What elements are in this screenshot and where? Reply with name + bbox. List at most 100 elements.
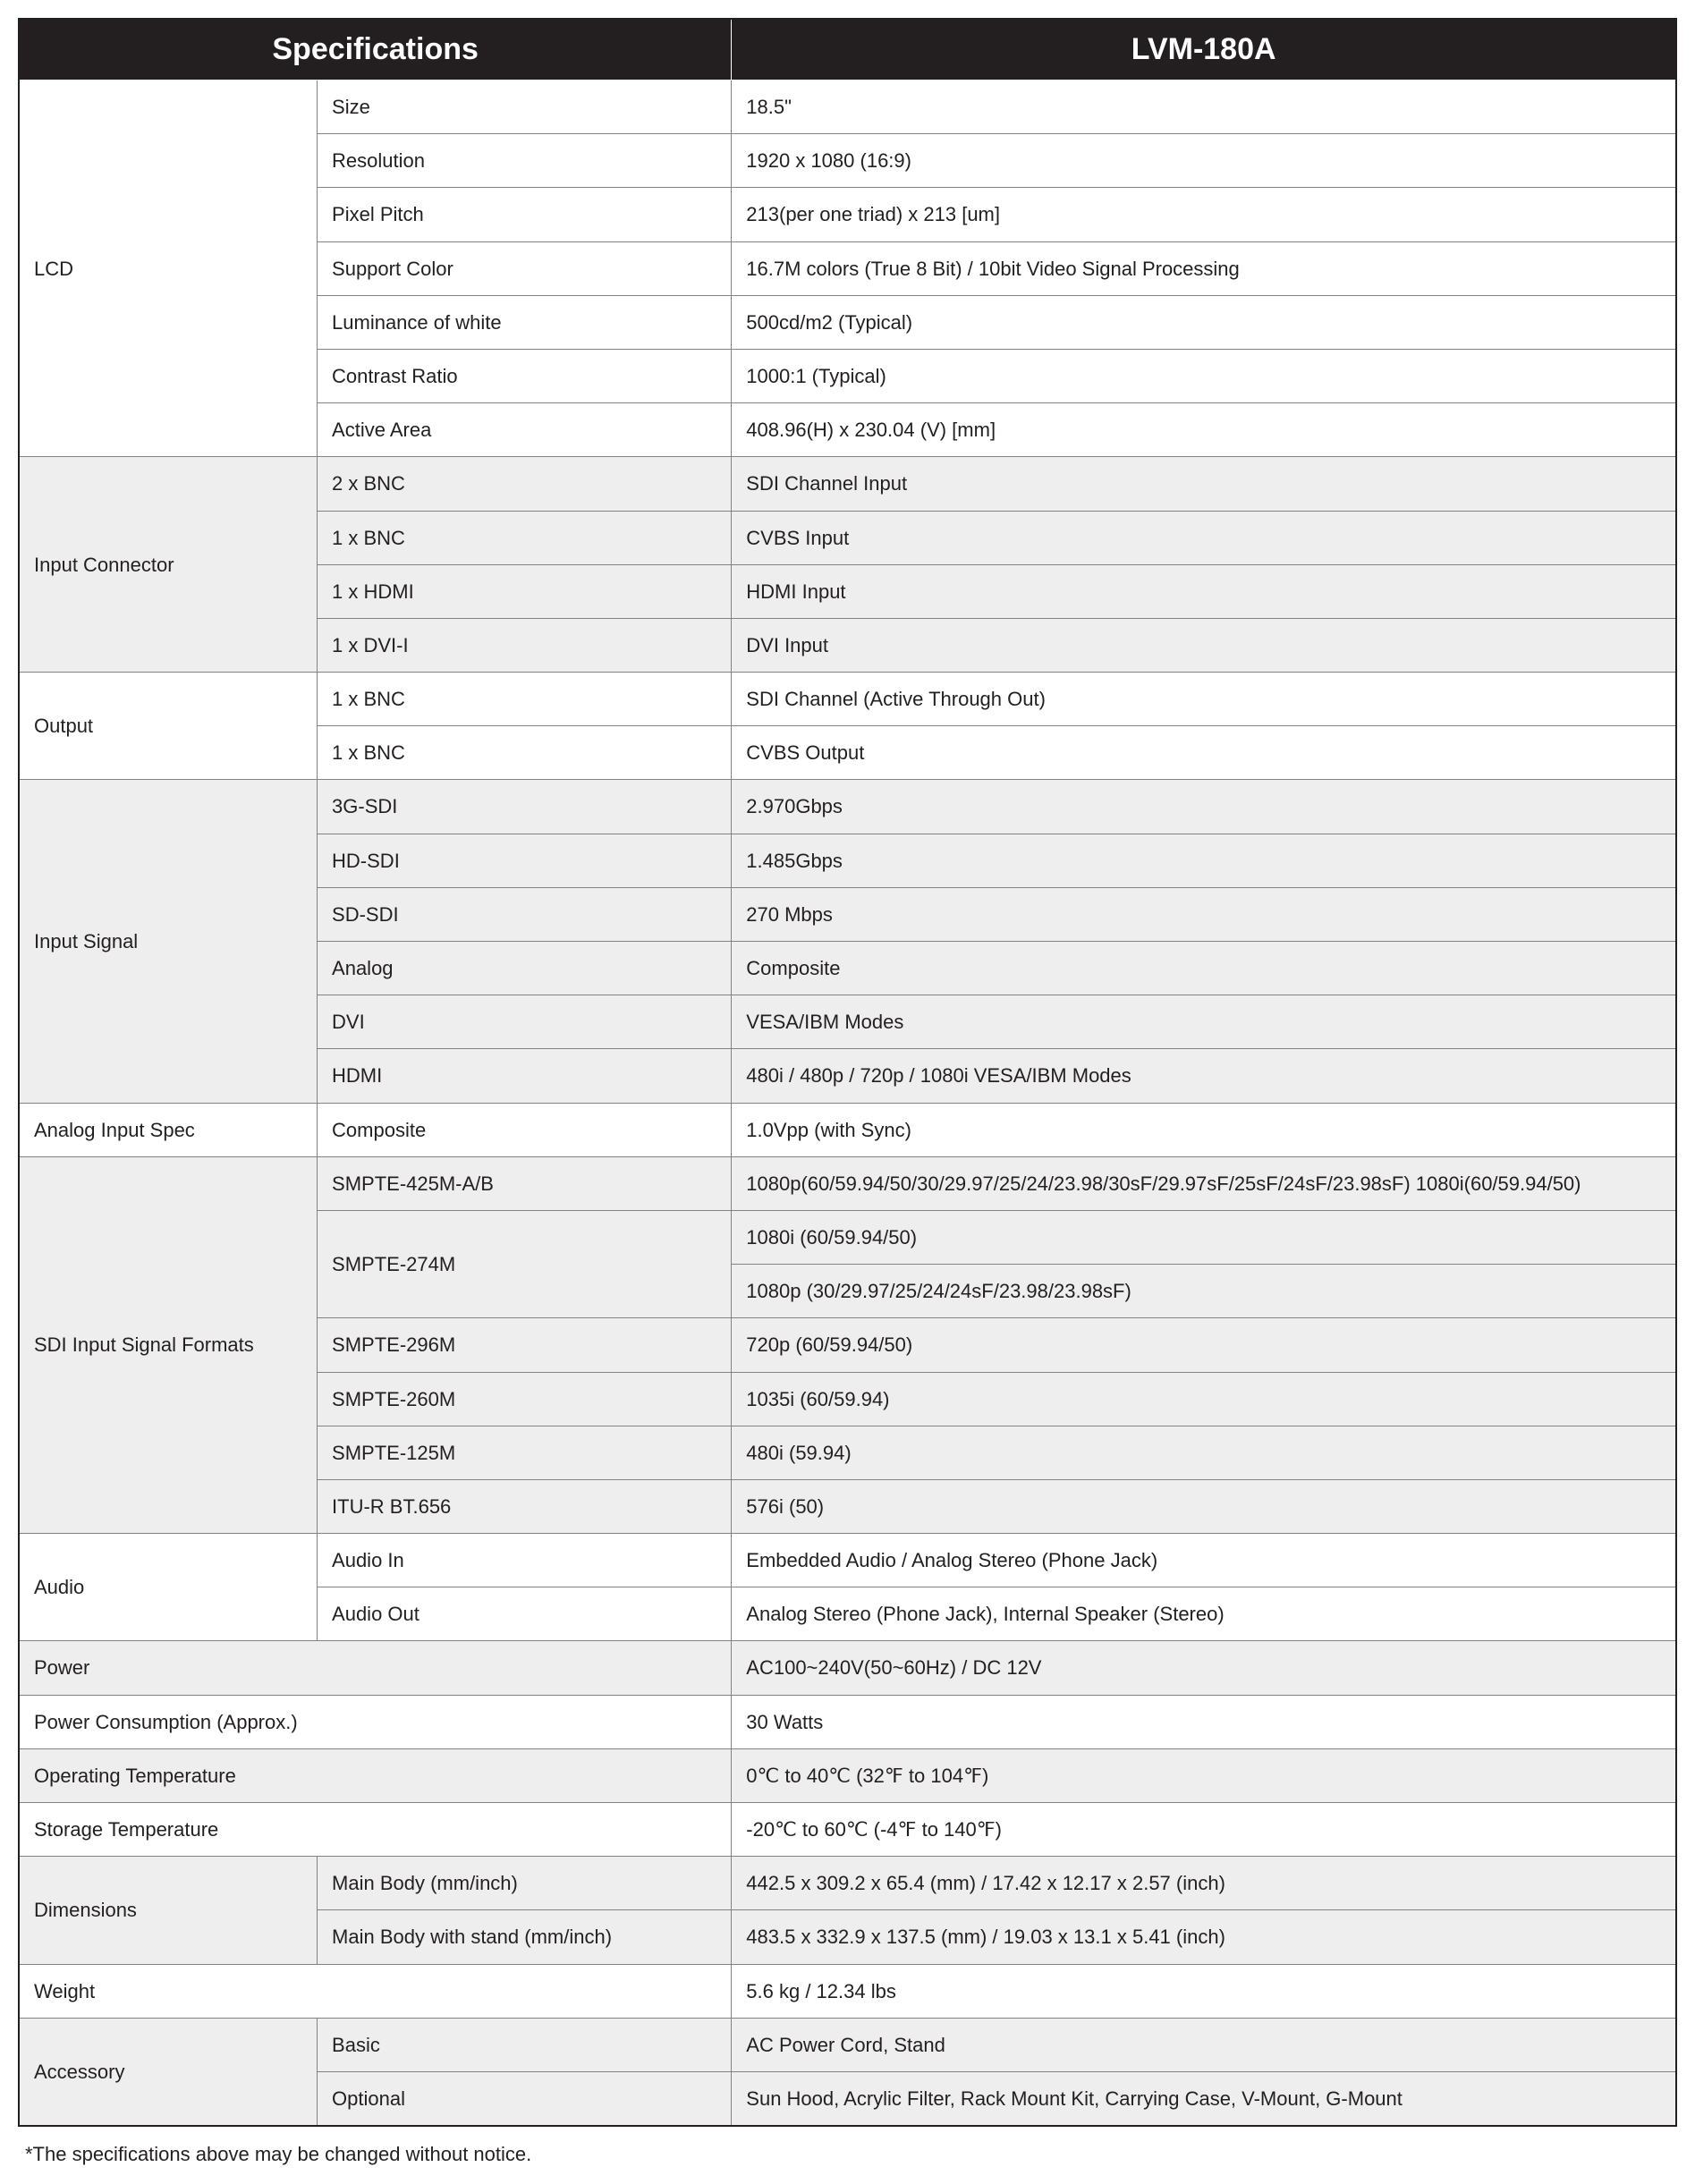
spec-value: 720p (60/59.94/50) xyxy=(732,1318,1676,1372)
spec-value: AC Power Cord, Stand xyxy=(732,2018,1676,2071)
spec-value: 18.5" xyxy=(732,80,1676,134)
spec-key: 1 x HDMI xyxy=(318,564,732,618)
spec-key: Luminance of white xyxy=(318,295,732,349)
specifications-table: Specifications LVM-180A LCDSize18.5"Reso… xyxy=(18,18,1677,2127)
spec-key: Composite xyxy=(318,1103,732,1156)
spec-key: 1 x BNC xyxy=(318,726,732,780)
spec-value: 0℃ to 40℃ (32℉ to 104℉) xyxy=(732,1748,1676,1802)
spec-value: 480i / 480p / 720p / 1080i VESA/IBM Mode… xyxy=(732,1049,1676,1103)
spec-value: 480i (59.94) xyxy=(732,1426,1676,1479)
spec-value: -20℃ to 60℃ (-4℉ to 140℉) xyxy=(732,1803,1676,1857)
table-row: SDI Input Signal FormatsSMPTE-425M-A/B10… xyxy=(19,1156,1676,1210)
spec-label: Power xyxy=(19,1641,732,1695)
spec-value: 1080p(60/59.94/50/30/29.97/25/24/23.98/3… xyxy=(732,1156,1676,1210)
table-header-row: Specifications LVM-180A xyxy=(19,19,1676,80)
table-row: Output1 x BNCSDI Channel (Active Through… xyxy=(19,673,1676,726)
spec-key: SMPTE-260M xyxy=(318,1372,732,1426)
spec-value: 483.5 x 332.9 x 137.5 (mm) / 19.03 x 13.… xyxy=(732,1910,1676,1964)
spec-category: Input Signal xyxy=(19,780,318,1103)
spec-key: 1 x DVI-I xyxy=(318,618,732,672)
spec-key: Basic xyxy=(318,2018,732,2071)
spec-value: VESA/IBM Modes xyxy=(732,995,1676,1049)
spec-value: 1000:1 (Typical) xyxy=(732,349,1676,402)
spec-value: 1080i (60/59.94/50) xyxy=(732,1210,1676,1264)
spec-value: Sun Hood, Acrylic Filter, Rack Mount Kit… xyxy=(732,2071,1676,2126)
spec-key: HD-SDI xyxy=(318,834,732,887)
table-row: PowerAC100~240V(50~60Hz) / DC 12V xyxy=(19,1641,1676,1695)
spec-category: Output xyxy=(19,673,318,780)
spec-value: 5.6 kg / 12.34 lbs xyxy=(732,1964,1676,2018)
table-row: Analog Input SpecComposite1.0Vpp (with S… xyxy=(19,1103,1676,1156)
spec-label: Power Consumption (Approx.) xyxy=(19,1695,732,1748)
table-row: Input Connector2 x BNCSDI Channel Input xyxy=(19,457,1676,511)
spec-key: HDMI xyxy=(318,1049,732,1103)
spec-value: CVBS Input xyxy=(732,511,1676,564)
spec-value: 1080p (30/29.97/25/24/24sF/23.98/23.98sF… xyxy=(732,1265,1676,1318)
spec-key: Contrast Ratio xyxy=(318,349,732,402)
header-specifications: Specifications xyxy=(19,19,732,80)
spec-category: Accessory xyxy=(19,2018,318,2126)
spec-label: Storage Temperature xyxy=(19,1803,732,1857)
spec-category: LCD xyxy=(19,80,318,457)
spec-value: CVBS Output xyxy=(732,726,1676,780)
spec-key: Pixel Pitch xyxy=(318,188,732,241)
spec-key: Resolution xyxy=(318,134,732,188)
spec-key: SMPTE-296M xyxy=(318,1318,732,1372)
spec-key: SMPTE-274M xyxy=(318,1210,732,1317)
spec-key: DVI xyxy=(318,995,732,1049)
spec-category: Audio xyxy=(19,1534,318,1641)
spec-value: 213(per one triad) x 213 [um] xyxy=(732,188,1676,241)
spec-value: SDI Channel (Active Through Out) xyxy=(732,673,1676,726)
spec-category: SDI Input Signal Formats xyxy=(19,1156,318,1533)
header-model: LVM-180A xyxy=(732,19,1676,80)
spec-key: SD-SDI xyxy=(318,887,732,941)
table-row: DimensionsMain Body (mm/inch)442.5 x 309… xyxy=(19,1857,1676,1910)
spec-key: SMPTE-125M xyxy=(318,1426,732,1479)
table-row: LCDSize18.5" xyxy=(19,80,1676,134)
spec-value: Analog Stereo (Phone Jack), Internal Spe… xyxy=(732,1587,1676,1641)
spec-category: Analog Input Spec xyxy=(19,1103,318,1156)
spec-key: Main Body with stand (mm/inch) xyxy=(318,1910,732,1964)
spec-value: 408.96(H) x 230.04 (V) [mm] xyxy=(732,403,1676,457)
table-row: Operating Temperature0℃ to 40℃ (32℉ to 1… xyxy=(19,1748,1676,1802)
table-row: Weight5.6 kg / 12.34 lbs xyxy=(19,1964,1676,2018)
spec-value: 1920 x 1080 (16:9) xyxy=(732,134,1676,188)
spec-key: Audio In xyxy=(318,1534,732,1587)
spec-value: AC100~240V(50~60Hz) / DC 12V xyxy=(732,1641,1676,1695)
spec-key: Analog xyxy=(318,942,732,995)
table-row: Input Signal3G-SDI2.970Gbps xyxy=(19,780,1676,834)
table-row: AccessoryBasicAC Power Cord, Stand xyxy=(19,2018,1676,2071)
spec-key: Optional xyxy=(318,2071,732,2126)
spec-category: Input Connector xyxy=(19,457,318,673)
spec-value: SDI Channel Input xyxy=(732,457,1676,511)
spec-value: 1.0Vpp (with Sync) xyxy=(732,1103,1676,1156)
spec-key: Support Color xyxy=(318,241,732,295)
spec-value: 1035i (60/59.94) xyxy=(732,1372,1676,1426)
spec-value: 576i (50) xyxy=(732,1479,1676,1533)
footnote: *The specifications above may be changed… xyxy=(18,2127,1677,2166)
spec-key: 3G-SDI xyxy=(318,780,732,834)
spec-key: 1 x BNC xyxy=(318,673,732,726)
spec-key: 2 x BNC xyxy=(318,457,732,511)
spec-value: HDMI Input xyxy=(732,564,1676,618)
spec-category: Dimensions xyxy=(19,1857,318,1964)
spec-value: 270 Mbps xyxy=(732,887,1676,941)
table-row: Power Consumption (Approx.)30 Watts xyxy=(19,1695,1676,1748)
spec-value: 16.7M colors (True 8 Bit) / 10bit Video … xyxy=(732,241,1676,295)
spec-key: Audio Out xyxy=(318,1587,732,1641)
spec-value: Composite xyxy=(732,942,1676,995)
table-row: AudioAudio InEmbedded Audio / Analog Ste… xyxy=(19,1534,1676,1587)
spec-key: 1 x BNC xyxy=(318,511,732,564)
spec-key: SMPTE-425M-A/B xyxy=(318,1156,732,1210)
spec-value: 30 Watts xyxy=(732,1695,1676,1748)
spec-value: 2.970Gbps xyxy=(732,780,1676,834)
table-row: Storage Temperature-20℃ to 60℃ (-4℉ to 1… xyxy=(19,1803,1676,1857)
spec-value: 442.5 x 309.2 x 65.4 (mm) / 17.42 x 12.1… xyxy=(732,1857,1676,1910)
spec-key: Main Body (mm/inch) xyxy=(318,1857,732,1910)
spec-value: 500cd/m2 (Typical) xyxy=(732,295,1676,349)
spec-value: 1.485Gbps xyxy=(732,834,1676,887)
spec-key: ITU-R BT.656 xyxy=(318,1479,732,1533)
spec-label: Operating Temperature xyxy=(19,1748,732,1802)
spec-value: Embedded Audio / Analog Stereo (Phone Ja… xyxy=(732,1534,1676,1587)
spec-key: Size xyxy=(318,80,732,134)
